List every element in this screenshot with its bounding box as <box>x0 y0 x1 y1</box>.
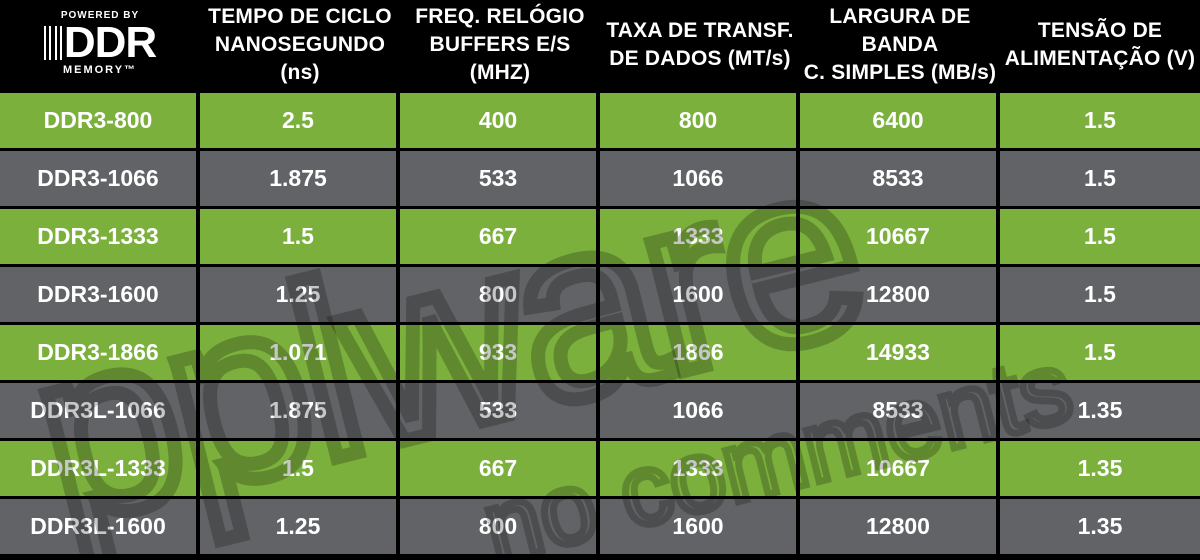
cell-clock-freq: 667 <box>400 209 596 264</box>
cell-cycle-time: 1.5 <box>200 209 396 264</box>
cell-clock-freq: 533 <box>400 383 596 438</box>
cell-cycle-time: 2.5 <box>200 93 396 148</box>
table-header-row: POWERED BY DDR MEMORY™ TEMPO DE CICLO NA… <box>0 0 1200 90</box>
header-bandwidth: LARGURA DE BANDA C. SIMPLES (MB/s) <box>803 5 997 84</box>
cell-clock-freq: 667 <box>400 441 596 496</box>
cell-transfer-rate: 1333 <box>600 441 796 496</box>
header-cycle-time: TEMPO DE CICLO NANOSEGUNDO (ns) <box>208 5 392 84</box>
table-row: DDR3L-1066 1.875 533 1066 8533 1.35 <box>0 383 1200 438</box>
ddr-logo: POWERED BY DDR MEMORY™ <box>0 0 200 90</box>
cell-voltage: 1.5 <box>1000 209 1200 264</box>
cell-cycle-time: 1.25 <box>200 267 396 322</box>
cell-clock-freq: 800 <box>400 267 596 322</box>
table-body: DDR3-800 2.5 400 800 6400 1.5 DDR3-1066 … <box>0 93 1200 557</box>
cell-bandwidth: 8533 <box>800 151 996 206</box>
cell-transfer-rate: 1333 <box>600 209 796 264</box>
cell-module: DDR3-1333 <box>0 209 196 264</box>
cell-transfer-rate: 1600 <box>600 267 796 322</box>
cell-bandwidth: 12800 <box>800 267 996 322</box>
logo-top-text: POWERED BY <box>60 10 140 21</box>
cell-transfer-rate: 800 <box>600 93 796 148</box>
cell-transfer-rate: 1866 <box>600 325 796 380</box>
cell-transfer-rate: 1066 <box>600 383 796 438</box>
cell-module: DDR3L-1066 <box>0 383 196 438</box>
cell-clock-freq: 533 <box>400 151 596 206</box>
cell-bandwidth: 8533 <box>800 383 996 438</box>
cell-module: DDR3-800 <box>0 93 196 148</box>
cell-clock-freq: 933 <box>400 325 596 380</box>
cell-cycle-time: 1.875 <box>200 151 396 206</box>
cell-voltage: 1.35 <box>1000 383 1200 438</box>
logo-bottom-text: MEMORY™ <box>62 64 138 76</box>
cell-module: DDR3L-1333 <box>0 441 196 496</box>
table-row: DDR3-1600 1.25 800 1600 12800 1.5 <box>0 267 1200 322</box>
cell-voltage: 1.5 <box>1000 267 1200 322</box>
logo-bars-icon <box>43 26 62 60</box>
table-row: DDR3-800 2.5 400 800 6400 1.5 <box>0 93 1200 148</box>
cell-cycle-time: 1.875 <box>200 383 396 438</box>
cell-cycle-time: 1.5 <box>200 441 396 496</box>
cell-clock-freq: 800 <box>400 499 596 554</box>
cell-bandwidth: 10667 <box>800 209 996 264</box>
table-row: DDR3-1066 1.875 533 1066 8533 1.5 <box>0 151 1200 206</box>
ddr-memory-logo-icon: POWERED BY DDR MEMORY™ <box>43 10 157 80</box>
cell-bandwidth: 12800 <box>800 499 996 554</box>
cell-voltage: 1.5 <box>1000 325 1200 380</box>
header-clock-freq: FREQ. RELÓGIO BUFFERS E/S (MHZ) <box>415 5 585 84</box>
cell-voltage: 1.35 <box>1000 499 1200 554</box>
cell-bandwidth: 10667 <box>800 441 996 496</box>
cell-cycle-time: 1.25 <box>200 499 396 554</box>
table-row: DDR3L-1600 1.25 800 1600 12800 1.35 <box>0 499 1200 554</box>
cell-module: DDR3-1600 <box>0 267 196 322</box>
table-row: DDR3-1866 1.071 933 1866 14933 1.5 <box>0 325 1200 380</box>
cell-voltage: 1.5 <box>1000 93 1200 148</box>
table-row: DDR3-1333 1.5 667 1333 10667 1.5 <box>0 209 1200 264</box>
cell-cycle-time: 1.071 <box>200 325 396 380</box>
cell-transfer-rate: 1600 <box>600 499 796 554</box>
table-row: DDR3L-1333 1.5 667 1333 10667 1.35 <box>0 441 1200 496</box>
cell-bandwidth: 6400 <box>800 93 996 148</box>
cell-clock-freq: 400 <box>400 93 596 148</box>
header-transfer-rate: TAXA DE TRANSF. DE DADOS (MT/s) <box>606 19 794 70</box>
cell-bandwidth: 14933 <box>800 325 996 380</box>
cell-voltage: 1.5 <box>1000 151 1200 206</box>
cell-module: DDR3-1866 <box>0 325 196 380</box>
cell-transfer-rate: 1066 <box>600 151 796 206</box>
cell-module: DDR3-1066 <box>0 151 196 206</box>
logo-main-text: DDR <box>63 18 157 67</box>
cell-voltage: 1.35 <box>1000 441 1200 496</box>
cell-module: DDR3L-1600 <box>0 499 196 554</box>
header-voltage: TENSÃO DE ALIMENTAÇÃO (V) <box>1004 19 1196 70</box>
